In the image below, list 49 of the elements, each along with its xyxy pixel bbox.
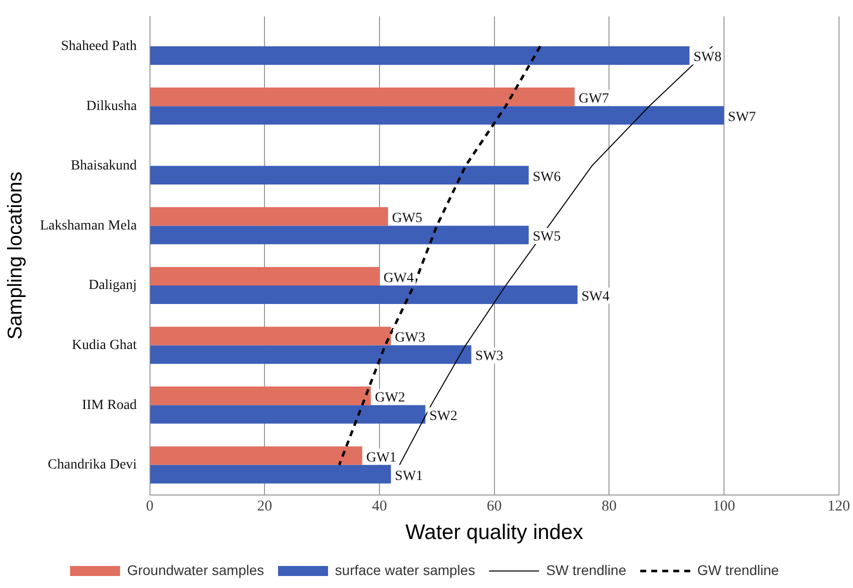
y-tick-label: Bhaisakund	[70, 158, 137, 174]
bar	[150, 166, 529, 184]
bar	[150, 207, 388, 226]
legend-label: surface water samples	[335, 562, 476, 578]
x-tick-label: 120	[828, 498, 850, 515]
data-label: GW2	[374, 390, 406, 406]
y-tick-label: Shaheed Path	[60, 38, 137, 54]
x-tick-label: 40	[372, 498, 387, 515]
x-tick-label: 100	[712, 498, 736, 515]
bar	[150, 46, 690, 65]
y-tick-label: Dilkusha	[86, 98, 138, 114]
x-tick-label: 0	[146, 498, 154, 515]
x-tick-label: 60	[486, 498, 502, 515]
data-label: SW6	[532, 170, 561, 185]
x-axis-title: Water quality index	[405, 521, 584, 544]
bar	[150, 446, 362, 465]
bar	[150, 226, 529, 244]
data-label: SW8	[693, 50, 722, 66]
data-label: SW4	[582, 289, 610, 304]
data-label: GW3	[394, 330, 426, 346]
legend-label: SW trendline	[546, 562, 626, 578]
data-label: GW1	[366, 450, 397, 466]
bar	[150, 464, 391, 484]
data-label: SW5	[532, 230, 561, 245]
x-tick-label: 80	[602, 498, 617, 515]
y-axis-title: Sampling locations	[4, 172, 27, 340]
bar	[150, 345, 472, 364]
y-tick-label: IIM Road	[82, 398, 137, 413]
data-label: GW7	[578, 92, 609, 107]
bar	[150, 405, 426, 424]
bar	[150, 266, 380, 286]
y-tick-label: Chandrika Devi	[48, 458, 137, 473]
bar	[150, 286, 578, 304]
data-label: SW3	[475, 349, 504, 364]
y-tick-label: Kudia Ghat	[72, 338, 137, 353]
y-tick-label: Lakshaman Mela	[40, 218, 138, 234]
x-tick-label: 20	[257, 498, 272, 515]
bar	[150, 106, 724, 125]
bar	[150, 326, 391, 346]
bar	[150, 386, 371, 406]
y-tick-label: Daliganj	[88, 278, 137, 294]
legend-label: Groundwater samples	[127, 562, 264, 578]
data-label: GW4	[383, 270, 414, 286]
data-label: SW1	[394, 468, 423, 484]
data-label: GW5	[392, 211, 422, 226]
data-label: SW2	[429, 409, 458, 424]
bar	[150, 88, 575, 106]
data-label: SW7	[728, 110, 756, 126]
legend-label: GW trendline	[697, 562, 780, 578]
